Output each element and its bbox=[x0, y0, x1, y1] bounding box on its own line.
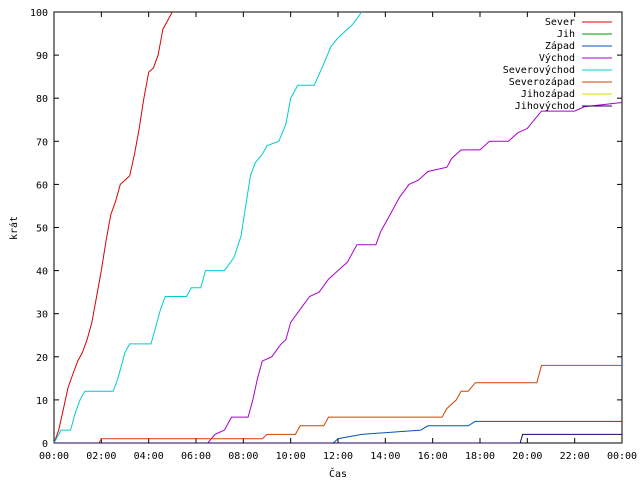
x-tick-label: 12:00 bbox=[323, 451, 353, 462]
y-tick-label: 0 bbox=[42, 439, 48, 450]
x-tick-label: 00:00 bbox=[607, 451, 637, 462]
legend-label: Severovýchod bbox=[503, 64, 575, 76]
x-tick-label: 16:00 bbox=[418, 451, 448, 462]
y-axis: 0 10 20 30 40 50 60 70 80 90 100 bbox=[30, 8, 622, 450]
y-tick-label: 90 bbox=[36, 51, 48, 62]
legend-label: Jihozápad bbox=[521, 88, 575, 100]
y-tick-label: 40 bbox=[36, 267, 48, 278]
x-tick-label: 06:00 bbox=[181, 451, 211, 462]
legend-label: Jih bbox=[557, 29, 575, 40]
x-tick-label: 20:00 bbox=[512, 451, 542, 462]
x-axis: 00:00 02:00 04:00 06:00 08:00 10:00 12:00 14:00… bbox=[39, 12, 637, 462]
y-tick-label: 60 bbox=[36, 180, 48, 191]
y-tick-label: 50 bbox=[36, 224, 48, 235]
y-tick-label: 80 bbox=[36, 94, 48, 105]
y-tick-label: 20 bbox=[36, 353, 48, 364]
y-tick-label: 30 bbox=[36, 310, 48, 321]
series-group bbox=[53, 11, 623, 444]
x-axis-label: Čas bbox=[329, 467, 347, 480]
y-axis-label: krát bbox=[8, 216, 20, 240]
x-tick-label: 14:00 bbox=[370, 451, 400, 462]
series-line-severozapad bbox=[54, 364, 622, 444]
legend-label: Východ bbox=[539, 52, 575, 64]
series-line-sever bbox=[53, 11, 173, 444]
x-tick-label: 22:00 bbox=[560, 451, 590, 462]
series-line-jihovychod bbox=[54, 433, 622, 444]
series-line-severovychod bbox=[53, 11, 363, 444]
y-tick-label: 100 bbox=[30, 8, 48, 19]
legend: SeverJihZápadVýchodSeverovýchodSeverozáp… bbox=[503, 17, 612, 112]
x-tick-label: 02:00 bbox=[86, 451, 116, 462]
x-tick-label: 08:00 bbox=[228, 451, 258, 462]
series-line-zapad bbox=[54, 420, 622, 444]
x-tick-label: 00:00 bbox=[39, 451, 69, 462]
legend-label: Jihovýchod bbox=[515, 100, 575, 112]
x-tick-label: 04:00 bbox=[134, 451, 164, 462]
legend-label: Severozápad bbox=[509, 76, 575, 88]
x-tick-label: 18:00 bbox=[465, 451, 495, 462]
legend-label: Sever bbox=[545, 17, 575, 28]
series-line-vychod bbox=[54, 102, 623, 444]
x-tick-label: 10:00 bbox=[276, 451, 306, 462]
legend-label: Západ bbox=[545, 40, 575, 52]
y-tick-label: 70 bbox=[36, 137, 48, 148]
y-tick-label: 10 bbox=[36, 396, 48, 407]
